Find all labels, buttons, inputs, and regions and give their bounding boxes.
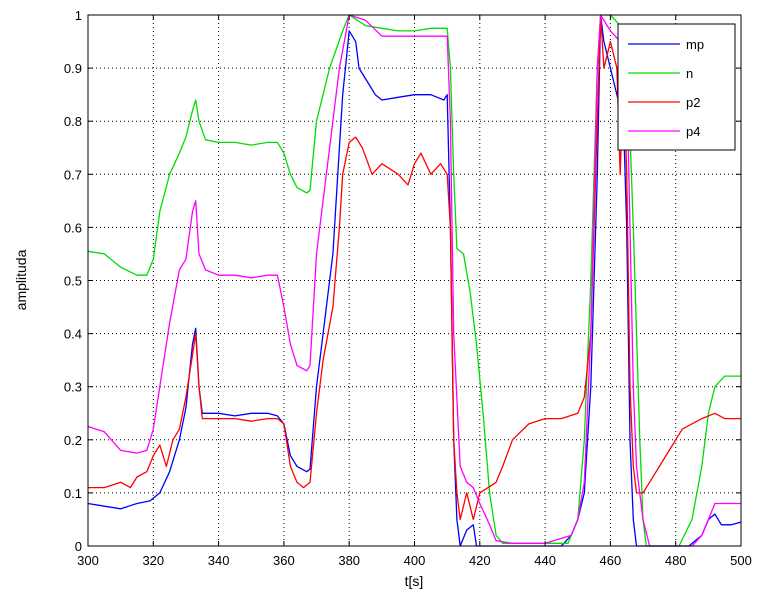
y-tick-label: 0.4 <box>64 327 82 342</box>
x-tick-label: 300 <box>77 553 99 568</box>
y-tick-label: 0.8 <box>64 114 82 129</box>
x-tick-label: 420 <box>469 553 491 568</box>
x-tick-label: 360 <box>273 553 295 568</box>
legend-box <box>617 23 736 151</box>
x-tick-label: 340 <box>208 553 230 568</box>
legend-label-n: n <box>686 66 693 81</box>
y-tick-label: 0.2 <box>64 433 82 448</box>
x-tick-label: 320 <box>142 553 164 568</box>
y-tick-label: 0.3 <box>64 380 82 395</box>
legend-label-p2: p2 <box>686 95 700 110</box>
x-tick-label: 400 <box>404 553 426 568</box>
series-line-mp <box>87 14 742 547</box>
x-tick-label: 380 <box>338 553 360 568</box>
axis-ticks: 300 320 340 360 380 400 420 440 460 480 500 0 0.1 0.2… <box>64 8 752 568</box>
x-tick-label: 440 <box>534 553 556 568</box>
legend: mp n p2 p4 <box>617 23 736 151</box>
y-tick-label: 0.5 <box>64 274 82 289</box>
y-tick-label: 0.7 <box>64 167 82 182</box>
series-line-n <box>87 14 741 547</box>
series-line-p4 <box>87 14 741 547</box>
y-tick-label: 1 <box>75 8 82 23</box>
x-tick-label: 480 <box>665 553 687 568</box>
legend-label-p4: p4 <box>686 124 700 139</box>
x-tick-label: 460 <box>600 553 622 568</box>
y-tick-label: 0.6 <box>64 220 82 235</box>
y-tick-label: 0.1 <box>64 486 82 501</box>
y-tick-label: 0.9 <box>64 61 82 76</box>
y-axis-label: amplituda <box>13 249 29 310</box>
legend-label-mp: mp <box>686 37 704 52</box>
x-tick-label: 500 <box>730 553 752 568</box>
x-axis-label: t[s] <box>405 573 424 589</box>
y-tick-label: 0 <box>75 539 82 554</box>
